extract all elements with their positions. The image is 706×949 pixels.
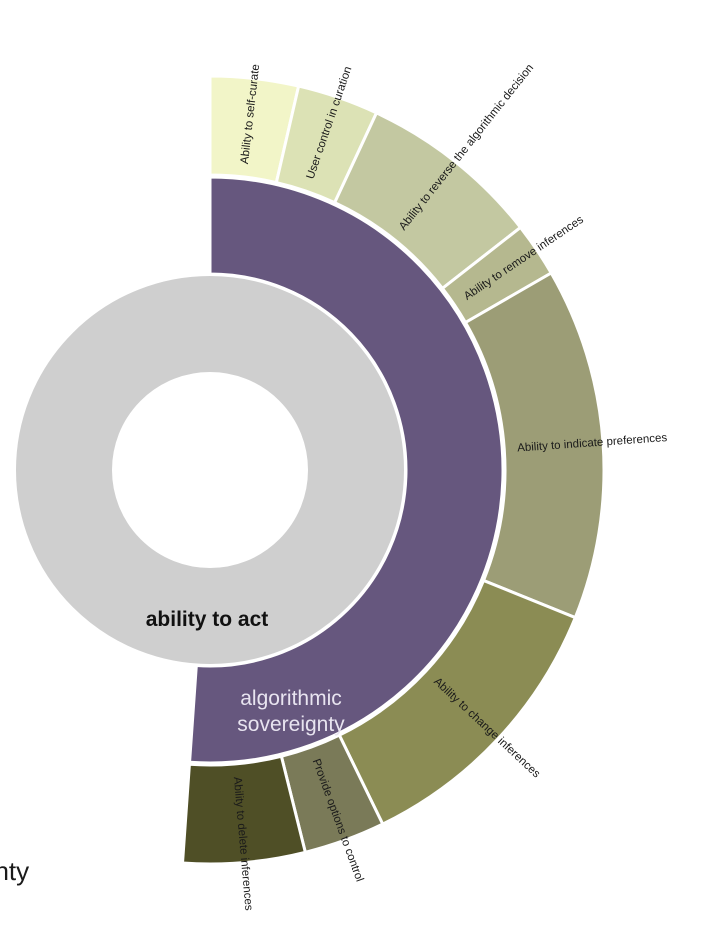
inner-ring-label: ability to act xyxy=(146,608,269,631)
middle-ring-label-line: algorithmic xyxy=(240,687,342,710)
outer-segment xyxy=(180,754,308,866)
inner-ring xyxy=(16,276,404,664)
cutoff-text: gnty xyxy=(0,856,30,886)
middle-ring-label: algorithmic sovereignty xyxy=(237,687,345,736)
outer-ring xyxy=(180,74,606,866)
middle-ring-segment xyxy=(187,175,505,765)
inner-ring-segment xyxy=(16,276,404,664)
middle-ring-label-line: sovereignty xyxy=(237,713,345,736)
middle-ring xyxy=(187,175,505,765)
